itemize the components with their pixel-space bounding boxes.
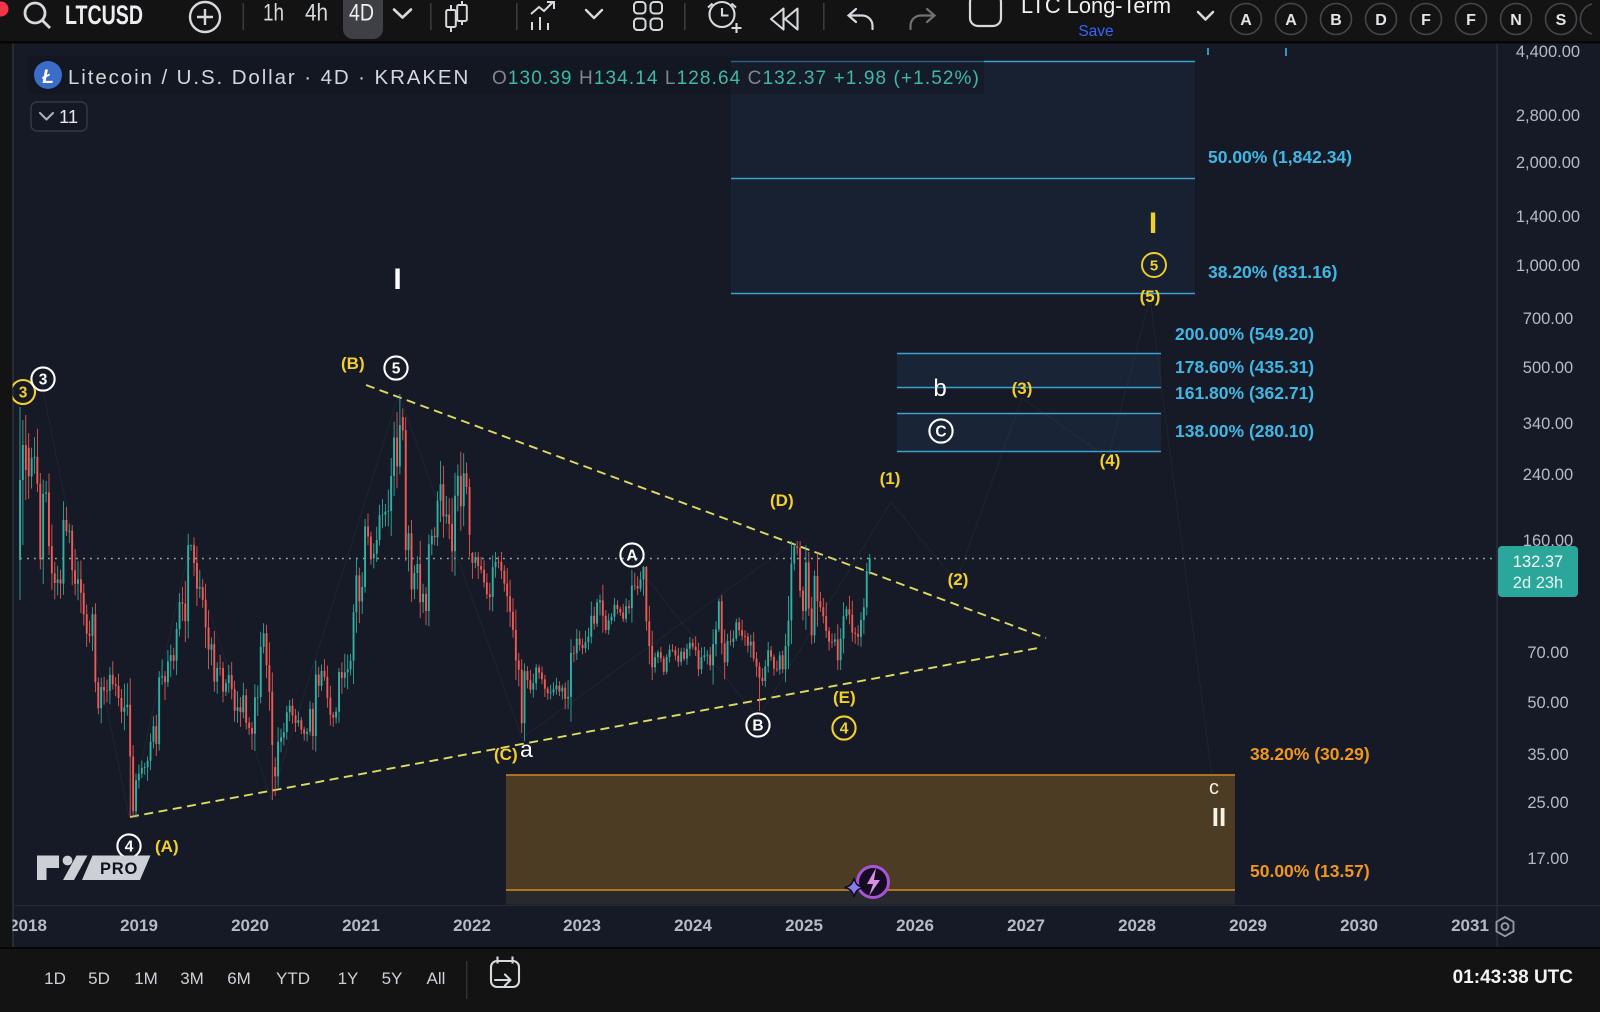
- svg-text:340.00: 340.00: [1523, 415, 1573, 433]
- svg-text:4: 4: [125, 839, 134, 856]
- svg-text:70.00: 70.00: [1527, 644, 1568, 662]
- svg-text:II: II: [1212, 802, 1226, 832]
- svg-text:2021: 2021: [342, 916, 380, 935]
- svg-text:1Y: 1Y: [338, 969, 359, 988]
- svg-text:2023: 2023: [563, 916, 601, 935]
- svg-text:200.00% (549.20): 200.00% (549.20): [1175, 324, 1314, 344]
- svg-text:LTC Long-Term: LTC Long-Term: [1021, 0, 1171, 18]
- svg-text:240.00: 240.00: [1523, 466, 1573, 484]
- svg-text:(C): (C): [494, 745, 518, 764]
- svg-text:1,000.00: 1,000.00: [1516, 257, 1580, 275]
- svg-text:(E): (E): [833, 688, 856, 707]
- svg-text:2022: 2022: [453, 916, 491, 935]
- svg-text:(4): (4): [1100, 451, 1121, 470]
- svg-text:4D: 4D: [349, 0, 374, 27]
- svg-text:(3): (3): [1012, 379, 1033, 398]
- svg-text:F: F: [1466, 12, 1476, 29]
- svg-text:All: All: [427, 969, 446, 988]
- svg-text:38.20% (831.16): 38.20% (831.16): [1208, 262, 1337, 282]
- svg-text:b: b: [933, 375, 946, 402]
- svg-text:c: c: [1209, 777, 1219, 799]
- svg-text:2025: 2025: [785, 916, 823, 935]
- svg-text:2027: 2027: [1007, 916, 1045, 935]
- svg-text:(D): (D): [770, 491, 794, 510]
- svg-text:2031: 2031: [1451, 916, 1489, 935]
- svg-text:700.00: 700.00: [1523, 310, 1573, 328]
- svg-text:2029: 2029: [1229, 916, 1267, 935]
- svg-text:a: a: [520, 736, 533, 762]
- svg-text:6M: 6M: [227, 969, 251, 988]
- svg-text:500.00: 500.00: [1523, 359, 1573, 377]
- svg-text:A: A: [1240, 12, 1252, 29]
- svg-text:Litecoin / U.S. Dollar · 4D ·: Litecoin / U.S. Dollar · 4D · KRAKEN: [68, 66, 470, 89]
- svg-text:35.00: 35.00: [1527, 746, 1568, 764]
- svg-text:3: 3: [19, 385, 28, 402]
- svg-text:2030: 2030: [1340, 916, 1378, 935]
- svg-text:132.37: 132.37: [1513, 553, 1563, 571]
- svg-text:01:43:38 UTC: 01:43:38 UTC: [1453, 967, 1574, 988]
- svg-text:5: 5: [392, 361, 401, 378]
- svg-text:2018: 2018: [9, 916, 47, 935]
- svg-text:B: B: [752, 718, 763, 735]
- svg-text:2d 23h: 2d 23h: [1513, 574, 1563, 592]
- svg-text:PRO: PRO: [100, 860, 138, 878]
- svg-text:11: 11: [59, 106, 78, 127]
- svg-text:1h: 1h: [263, 0, 284, 27]
- svg-text:C: C: [935, 424, 946, 441]
- svg-text:1,400.00: 1,400.00: [1516, 208, 1580, 226]
- svg-text:50.00% (1,842.34): 50.00% (1,842.34): [1208, 147, 1352, 167]
- svg-text:(1): (1): [880, 469, 901, 488]
- svg-text:2024: 2024: [674, 916, 712, 935]
- svg-text:(B): (B): [341, 354, 365, 373]
- svg-text:138.00% (280.10): 138.00% (280.10): [1175, 421, 1314, 441]
- svg-text:YTD: YTD: [276, 969, 310, 988]
- svg-text:4h: 4h: [305, 0, 328, 27]
- svg-text:2019: 2019: [120, 916, 158, 935]
- svg-text:A: A: [626, 548, 637, 565]
- svg-text:5D: 5D: [88, 969, 110, 988]
- svg-text:(5): (5): [1140, 287, 1161, 306]
- svg-text:(2): (2): [948, 570, 969, 589]
- svg-text:S: S: [1556, 12, 1567, 29]
- svg-text:LTCUSD: LTCUSD: [65, 0, 143, 30]
- svg-text:(A): (A): [155, 837, 179, 856]
- svg-text:50.00% (13.57): 50.00% (13.57): [1250, 861, 1370, 881]
- svg-text:4,400.00: 4,400.00: [1516, 43, 1580, 61]
- svg-text:160.00: 160.00: [1523, 532, 1573, 550]
- svg-text:D: D: [1375, 12, 1387, 29]
- svg-text:1D: 1D: [44, 969, 66, 988]
- svg-text:5: 5: [1150, 257, 1158, 274]
- svg-text:I: I: [1149, 207, 1157, 240]
- svg-text:2,000.00: 2,000.00: [1516, 154, 1580, 172]
- svg-text:3: 3: [39, 372, 48, 389]
- svg-text:2,800.00: 2,800.00: [1516, 107, 1580, 125]
- svg-text:1M: 1M: [134, 969, 158, 988]
- svg-text:38.20% (30.29): 38.20% (30.29): [1250, 744, 1370, 764]
- svg-text:178.60% (435.31): 178.60% (435.31): [1175, 357, 1314, 377]
- svg-text:2020: 2020: [231, 916, 269, 935]
- svg-text:N: N: [1510, 12, 1522, 29]
- svg-text:Ł: Ł: [41, 67, 54, 88]
- svg-text:B: B: [1330, 12, 1342, 29]
- svg-text:2028: 2028: [1118, 916, 1156, 935]
- svg-text:25.00: 25.00: [1527, 794, 1568, 812]
- svg-text:F: F: [1421, 12, 1431, 29]
- svg-text:2026: 2026: [896, 916, 934, 935]
- svg-text:161.80% (362.71): 161.80% (362.71): [1175, 383, 1314, 403]
- svg-text:O130.39 H134.14 L128.64 C132.3: O130.39 H134.14 L128.64 C132.37 +1.98 (+…: [492, 68, 980, 89]
- svg-text:Save: Save: [1078, 23, 1113, 40]
- svg-text:5Y: 5Y: [382, 969, 403, 988]
- svg-text:17.00: 17.00: [1527, 850, 1568, 868]
- svg-text:I: I: [393, 263, 401, 296]
- svg-text:3M: 3M: [180, 969, 204, 988]
- svg-text:A: A: [1285, 12, 1297, 29]
- svg-text:4: 4: [840, 721, 849, 738]
- svg-text:50.00: 50.00: [1527, 694, 1568, 712]
